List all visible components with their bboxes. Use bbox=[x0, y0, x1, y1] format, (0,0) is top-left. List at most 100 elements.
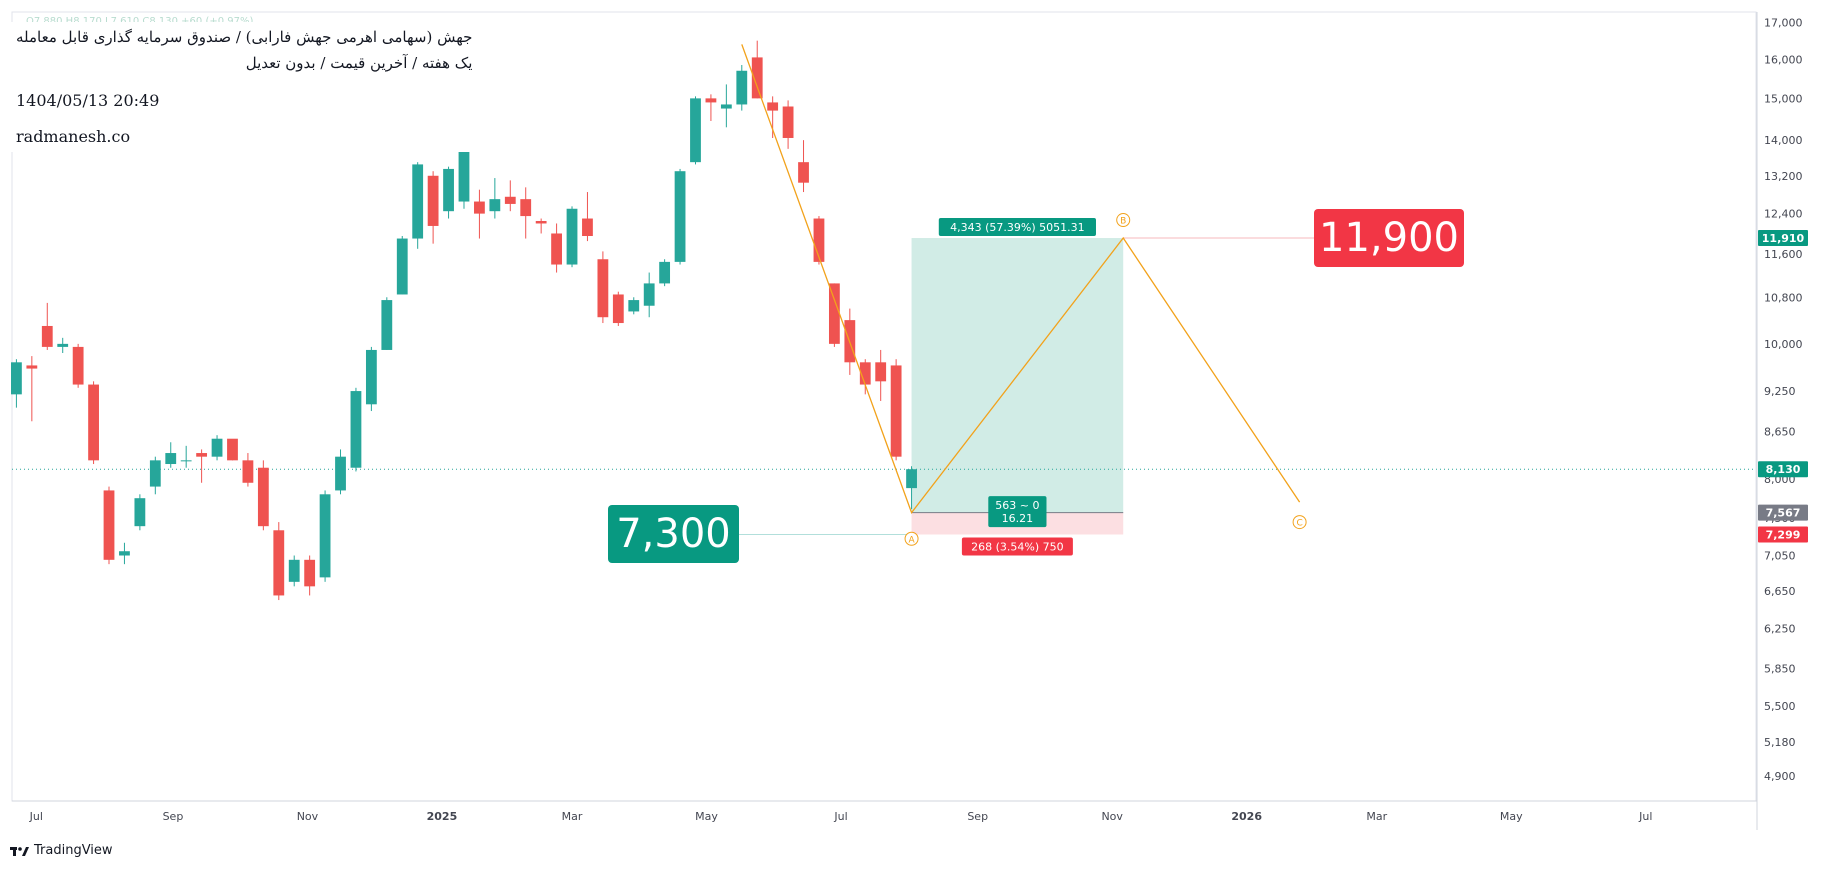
candle-body-28 bbox=[443, 168, 454, 212]
x-tick-label-2: Nov bbox=[297, 810, 319, 823]
candle-body-15 bbox=[242, 460, 254, 483]
interval-info: یک هفته / آخرین قیمت / بدون تعدیل bbox=[245, 54, 473, 72]
risk-reward-badge-bg bbox=[988, 496, 1047, 528]
candle-body-48 bbox=[751, 57, 763, 99]
y-tick-label-10: 9,250 bbox=[1764, 385, 1796, 398]
axis-badge-2-bg bbox=[1758, 504, 1808, 521]
y-tick-label-3: 5,850 bbox=[1764, 662, 1796, 675]
candle-body-12 bbox=[196, 453, 208, 457]
y-tick-label-17: 15,000 bbox=[1764, 92, 1803, 105]
candle-body-24 bbox=[381, 300, 393, 350]
axis-badge-3-bg bbox=[1758, 526, 1808, 543]
date-time: 1404/05/13 20:49 bbox=[16, 91, 160, 110]
candle-body-17 bbox=[273, 530, 285, 596]
tradingview-brand: TradingView bbox=[34, 843, 113, 858]
candle-body-22 bbox=[350, 391, 362, 468]
support-price-label: 7,300 bbox=[608, 505, 739, 564]
risk-reward-badge-text-0: 563 ~ 0 bbox=[995, 499, 1039, 512]
tradingview-icon bbox=[10, 846, 29, 856]
candle-body-18 bbox=[288, 559, 300, 582]
candle-body-36 bbox=[566, 208, 578, 265]
candle-body-53 bbox=[828, 283, 840, 344]
candle-body-49 bbox=[767, 102, 779, 111]
x-tick-label-9: 2026 bbox=[1231, 810, 1262, 823]
candle-body-5 bbox=[88, 384, 99, 461]
candle-body-30 bbox=[474, 201, 485, 214]
candle-body-44 bbox=[690, 98, 701, 163]
candle-body-42 bbox=[659, 261, 671, 284]
x-tick-label-0: Jul bbox=[29, 810, 43, 823]
candle-body-46 bbox=[720, 104, 732, 109]
candle-body-20 bbox=[319, 494, 331, 578]
y-tick-label-2: 5,500 bbox=[1764, 700, 1796, 713]
tradingview-logo[interactable]: TradingView bbox=[10, 843, 113, 858]
candle-body-47 bbox=[736, 70, 748, 105]
candle-body-21 bbox=[335, 456, 346, 491]
x-tick-label-12: Jul bbox=[1638, 810, 1652, 823]
wave-path bbox=[741, 44, 1301, 514]
target-badge-text-0: 4,343 (57.39%) 5051.31 bbox=[950, 221, 1085, 234]
candle-body-31 bbox=[489, 199, 501, 212]
chart-legend: جهش (سهامی اهرمی جهش فارابی) / صندوق سرم… bbox=[10, 22, 479, 152]
candle-body-57 bbox=[890, 365, 902, 457]
x-tick-label-5: May bbox=[695, 810, 718, 823]
candle-body-58 bbox=[906, 469, 917, 489]
x-tick-label-8: Nov bbox=[1101, 810, 1123, 823]
candle-body-23 bbox=[365, 349, 377, 405]
x-tick-label-1: Sep bbox=[163, 810, 184, 823]
y-tick-label-12: 10,800 bbox=[1764, 291, 1803, 304]
y-tick-label-14: 12,400 bbox=[1764, 208, 1803, 221]
candle-body-11 bbox=[180, 460, 192, 462]
x-tick-label-3: 2025 bbox=[427, 810, 458, 823]
axis-badge-0-bg bbox=[1758, 230, 1808, 247]
candle-body-13 bbox=[211, 438, 223, 457]
candle-body-55 bbox=[859, 362, 871, 385]
y-tick-label-11: 10,000 bbox=[1764, 338, 1803, 351]
candle-body-40 bbox=[628, 300, 640, 312]
candle-body-6 bbox=[103, 490, 115, 560]
candle-body-19 bbox=[304, 559, 316, 587]
wave-label-b: B bbox=[1120, 217, 1126, 227]
y-tick-label-18: 16,000 bbox=[1764, 53, 1803, 66]
candle-body-8 bbox=[134, 498, 146, 527]
candle-body-29 bbox=[458, 151, 470, 202]
y-tick-label-15: 13,200 bbox=[1764, 170, 1803, 183]
candle-body-2 bbox=[41, 325, 53, 347]
x-tick-label-4: Mar bbox=[562, 810, 583, 823]
y-tick-label-0: 4,900 bbox=[1764, 770, 1796, 783]
candle-body-34 bbox=[535, 220, 547, 224]
candle-body-37 bbox=[582, 218, 593, 237]
website-label: radmanesh.co bbox=[16, 127, 131, 146]
candle-body-33 bbox=[520, 199, 532, 217]
candle-body-32 bbox=[504, 196, 516, 204]
candle-body-56 bbox=[875, 362, 887, 382]
candle-body-27 bbox=[427, 175, 439, 226]
axis-badge-0: 11,910 bbox=[1762, 232, 1805, 245]
axis-badge-1: 8,130 bbox=[1766, 463, 1801, 476]
candle-body-3 bbox=[57, 343, 69, 347]
candle-body-14 bbox=[227, 438, 238, 461]
candle-body-9 bbox=[149, 460, 161, 487]
risk-reward-badge-text-1: 16.21 bbox=[1002, 512, 1034, 525]
wave-label-c-ring bbox=[1292, 515, 1307, 530]
stop-badge-text-0: 268 (3.54%) 750 bbox=[971, 540, 1064, 553]
y-tick-label-19: 17,000 bbox=[1764, 17, 1803, 30]
candle-body-39 bbox=[612, 294, 624, 324]
x-tick-label-7: Sep bbox=[967, 810, 988, 823]
axis-badge-3: 7,299 bbox=[1766, 528, 1801, 541]
candle-body-41 bbox=[643, 283, 655, 306]
candle-body-38 bbox=[597, 259, 609, 318]
candle-body-52 bbox=[813, 218, 825, 262]
candle-body-0 bbox=[11, 362, 22, 395]
x-tick-label-6: Jul bbox=[833, 810, 847, 823]
candle-body-7 bbox=[119, 551, 130, 556]
candle-body-16 bbox=[257, 467, 269, 527]
wave-label-a-ring bbox=[904, 531, 919, 546]
candle-body-50 bbox=[782, 106, 794, 138]
candle-body-4 bbox=[72, 346, 84, 385]
wave-label-b-ring bbox=[1116, 213, 1131, 228]
wave-label-c: C bbox=[1296, 519, 1302, 529]
y-tick-label-16: 14,000 bbox=[1764, 134, 1803, 147]
